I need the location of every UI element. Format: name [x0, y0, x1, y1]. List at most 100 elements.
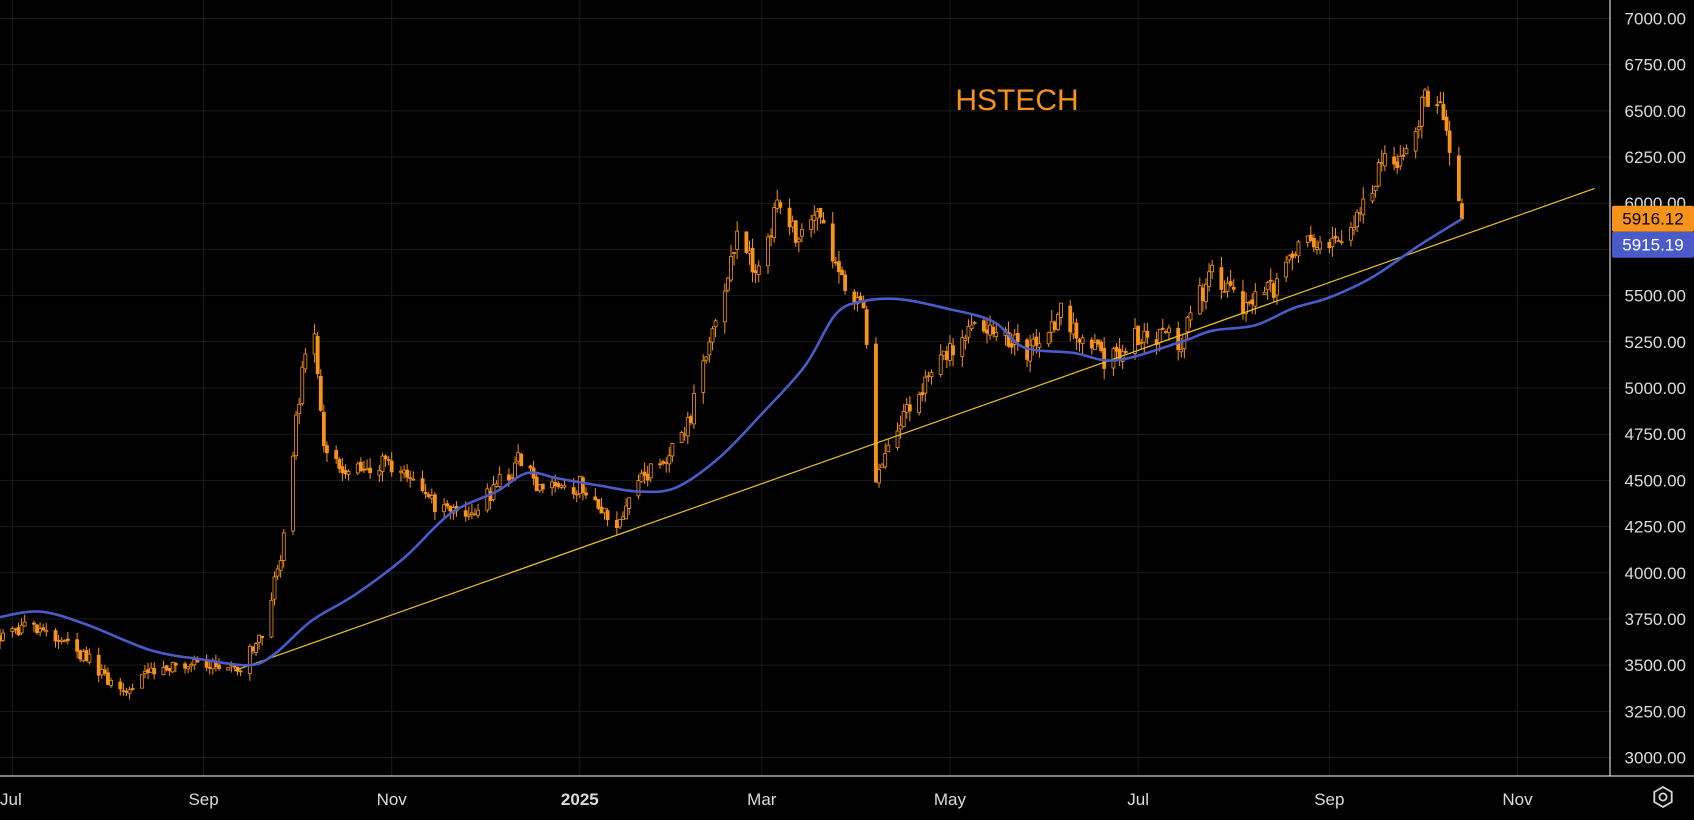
candle-body: [648, 463, 653, 479]
candle: [581, 475, 585, 501]
candle: [1416, 120, 1421, 139]
candle-body: [343, 470, 348, 475]
candle-body: [1157, 328, 1162, 343]
candle-body: [35, 624, 39, 633]
candle: [704, 355, 709, 364]
candle: [1099, 339, 1103, 353]
chart-settings-button[interactable]: [1650, 784, 1676, 810]
candle: [877, 463, 881, 488]
candle-body: [247, 645, 252, 674]
candle-body: [991, 326, 996, 335]
candle: [383, 454, 388, 467]
candle: [466, 506, 471, 521]
candle-body: [127, 689, 132, 694]
candle-body: [621, 516, 625, 520]
candle: [1376, 158, 1381, 188]
candle-body: [1268, 279, 1273, 282]
candle-body: [109, 680, 113, 686]
candle-body: [291, 455, 295, 532]
candle: [1438, 91, 1443, 104]
candle-body: [1358, 212, 1363, 215]
candle-body: [408, 477, 413, 480]
candle-body: [1271, 283, 1276, 298]
candle-body: [800, 228, 804, 237]
candle: [840, 266, 844, 276]
candle-body: [732, 252, 736, 254]
candle: [445, 500, 450, 510]
candle: [584, 487, 588, 500]
candle-body: [769, 235, 773, 238]
candle-body: [1052, 321, 1057, 330]
candle: [1176, 321, 1181, 361]
candle-body: [988, 324, 992, 336]
candle-body: [78, 650, 83, 660]
candle-body: [710, 328, 715, 343]
candle-body: [944, 351, 949, 361]
candle-body: [670, 443, 675, 457]
price-tick-label: 7000.00: [1625, 9, 1686, 28]
candle-body: [581, 477, 585, 493]
candle: [750, 238, 755, 283]
candle: [423, 484, 428, 499]
candle: [1056, 312, 1060, 332]
candle: [574, 490, 579, 503]
candle: [346, 469, 351, 481]
candle: [1444, 109, 1449, 136]
candle: [476, 503, 480, 519]
candle-body: [497, 473, 502, 487]
candle: [1392, 146, 1396, 171]
candle-body: [1349, 227, 1353, 241]
candle-body: [605, 510, 610, 521]
candle: [1219, 256, 1224, 300]
candle-body: [106, 672, 110, 685]
moving-average-label: 5915.19: [1622, 236, 1683, 255]
candle-body: [744, 231, 749, 253]
candle: [929, 369, 934, 385]
candle: [106, 667, 110, 685]
candle-body: [143, 670, 147, 674]
candle: [756, 260, 761, 283]
candle-body: [707, 341, 712, 356]
candle-body: [815, 211, 820, 219]
candle-body: [1059, 302, 1063, 318]
candle: [605, 508, 610, 526]
candle: [1382, 145, 1387, 172]
candlestick-series: [0, 86, 1464, 700]
candle: [793, 219, 798, 247]
candle-body: [102, 669, 107, 674]
time-axis[interactable]: Jul Sep Nov 2025 Mar May Jul Sep Nov: [0, 790, 1533, 809]
candle-body: [1037, 343, 1042, 348]
candle: [238, 669, 243, 677]
candle-body: [951, 345, 955, 356]
candle: [442, 498, 447, 520]
candle: [679, 430, 684, 444]
candle-body: [877, 469, 881, 484]
candle: [278, 554, 283, 578]
candle-body: [189, 663, 194, 667]
price-tick-label: 3500.00: [1625, 656, 1686, 675]
candle-body: [1231, 286, 1236, 290]
candle: [1373, 185, 1378, 198]
candle-body: [636, 480, 641, 497]
price-tick-label: 3250.00: [1625, 702, 1686, 721]
candle: [152, 662, 157, 680]
candle-body: [251, 646, 255, 652]
candle: [707, 336, 712, 363]
moving-average-layer: [0, 217, 1463, 667]
candle: [497, 466, 502, 489]
candle-body: [232, 665, 237, 668]
candle-body: [735, 230, 740, 250]
candle-body: [843, 274, 847, 291]
candle: [386, 456, 391, 466]
time-tick-label: Sep: [1314, 790, 1344, 809]
time-tick-label: Mar: [747, 790, 777, 809]
candle-body: [494, 483, 499, 487]
candle-body: [917, 394, 922, 414]
candle-body: [938, 354, 943, 375]
candle-body: [753, 270, 758, 274]
candle-body: [790, 220, 795, 228]
candle-body: [639, 472, 644, 483]
candle: [300, 360, 305, 406]
